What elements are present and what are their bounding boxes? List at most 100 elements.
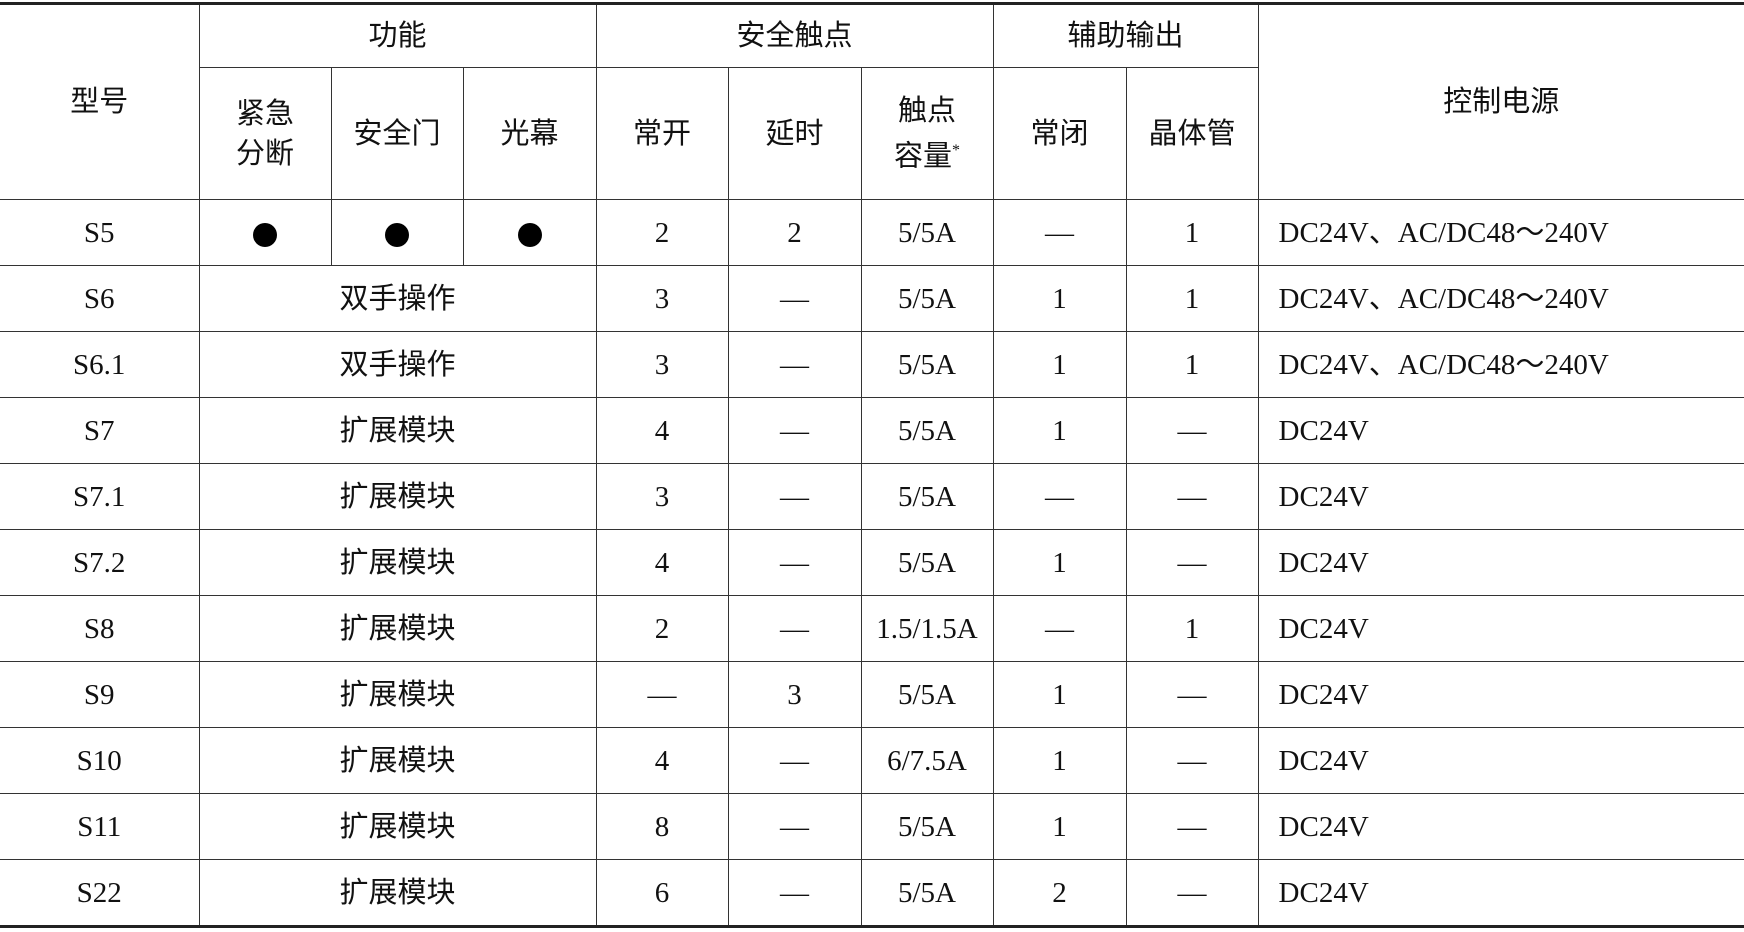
cell-delay: 3 (727, 661, 862, 728)
cell-control-power: DC24V、AC/DC48～240V (1257, 199, 1744, 266)
cell-model: S7.1 (0, 463, 200, 530)
table-row: S9 扩展模块 —3 5/5A 1— DC24V (0, 661, 1744, 728)
cell-function: 扩展模块 (198, 529, 597, 596)
cell-normally-open: 6 (595, 859, 729, 927)
table-row: S7.2 扩展模块 4—5/5A 1— DC24V (0, 529, 1744, 596)
table-row: S11 扩展模块 8—5/5A 1— DC24V (0, 793, 1744, 860)
cell-function-mark (198, 199, 332, 266)
header-safety-contacts: 安全触点 (595, 3, 994, 68)
header-control-power: 控制电源 (1257, 3, 1744, 200)
cell-transistor: 1 (1125, 265, 1259, 332)
cell-normally-closed: — (992, 199, 1127, 266)
table-body: S5 2 2 5/5A —1 DC24V、AC/DC48～240V S6 双手操作 3—5/5A… (0, 199, 1744, 927)
table-row: S22 扩展模块 6—5/5A 2— DC24V (0, 859, 1744, 927)
cell-normally-open: 3 (595, 265, 729, 332)
header-normally-closed: 常闭 (992, 67, 1127, 200)
cell-control-power: DC24V、AC/DC48～240V (1257, 331, 1744, 398)
header-transistor: 晶体管 (1125, 67, 1259, 200)
cell-normally-closed: 1 (992, 661, 1127, 728)
table-row: S7 扩展模块 4—5/5A 1— DC24V (0, 397, 1744, 464)
cell-model: S11 (0, 793, 200, 860)
header-delay: 延时 (727, 67, 862, 200)
cell-function: 扩展模块 (198, 661, 597, 728)
cell-normally-closed: 1 (992, 793, 1127, 860)
cell-contact-capacity: 5/5A (860, 199, 994, 266)
cell-function: 扩展模块 (198, 463, 597, 530)
cell-transistor: — (1125, 793, 1259, 860)
cell-function: 双手操作 (198, 331, 597, 398)
cell-function: 双手操作 (198, 265, 597, 332)
cell-model: S22 (0, 859, 200, 927)
cell-model: S10 (0, 727, 200, 794)
table-row: S8 扩展模块 2—1.5/1.5A —1 DC24V (0, 595, 1744, 662)
cell-contact-capacity: 6/7.5A (860, 727, 994, 794)
cell-contact-capacity: 5/5A (860, 265, 994, 332)
table-row: S5 2 2 5/5A —1 DC24V、AC/DC48～240V (0, 199, 1744, 266)
cell-normally-open: 4 (595, 529, 729, 596)
cell-control-power: DC24V (1257, 397, 1744, 464)
cell-normally-open: 4 (595, 727, 729, 794)
header-function: 功能 (198, 3, 597, 68)
cell-delay: — (727, 331, 862, 398)
header-model: 型号 (0, 3, 200, 200)
cell-model: S5 (0, 199, 200, 266)
cell-control-power: DC24V (1257, 727, 1744, 794)
cell-contact-capacity: 5/5A (860, 859, 994, 927)
cell-transistor: — (1125, 397, 1259, 464)
cell-function: 扩展模块 (198, 727, 597, 794)
table-row: S6 双手操作 3—5/5A 1 1 DC24V、AC/DC48～240V (0, 265, 1744, 332)
cell-contact-capacity: 5/5A (860, 397, 994, 464)
table-row: S7.1 扩展模块 3—5/5A — — DC24V (0, 463, 1744, 530)
filled-dot-icon (253, 222, 277, 247)
cell-delay: — (727, 793, 862, 860)
cell-function: 扩展模块 (198, 397, 597, 464)
cell-function: 扩展模块 (198, 595, 597, 662)
cell-transistor: — (1125, 859, 1259, 927)
cell-normally-open: 2 (595, 199, 729, 266)
cell-transistor: — (1125, 529, 1259, 596)
cell-model: S6.1 (0, 331, 200, 398)
cell-transistor: — (1125, 463, 1259, 530)
cell-model: S6 (0, 265, 200, 332)
cell-delay: — (727, 595, 862, 662)
cell-function: 扩展模块 (198, 793, 597, 860)
cell-delay: — (727, 397, 862, 464)
cell-control-power: DC24V (1257, 529, 1744, 596)
cell-normally-open: 3 (595, 463, 729, 530)
cell-transistor: 1 (1125, 199, 1259, 266)
cell-normally-open: 4 (595, 397, 729, 464)
cell-transistor: — (1125, 727, 1259, 794)
header-contact-capacity-label: 触点 容量 (894, 94, 957, 173)
header-aux-output: 辅助输出 (992, 3, 1259, 68)
cell-transistor: — (1125, 661, 1259, 728)
header-safety-door: 安全门 (330, 67, 464, 200)
cell-transistor: 1 (1125, 331, 1259, 398)
cell-contact-capacity: 5/5A (860, 529, 994, 596)
cell-contact-capacity: 5/5A (860, 793, 994, 860)
cell-delay: — (727, 265, 862, 332)
cell-normally-closed: 1 (992, 331, 1127, 398)
cell-delay: — (727, 529, 862, 596)
header-contact-capacity: 触点 容量* (860, 67, 994, 200)
cell-control-power: DC24V、AC/DC48～240V (1257, 265, 1744, 332)
cell-model: S7.2 (0, 529, 200, 596)
cell-contact-capacity: 5/5A (860, 331, 994, 398)
cell-normally-closed: 1 (992, 529, 1127, 596)
cell-delay: — (727, 463, 862, 530)
cell-transistor: 1 (1125, 595, 1259, 662)
header-emergency-stop: 紧急 分断 (199, 67, 332, 200)
cell-normally-open: 2 (595, 595, 729, 662)
filled-dot-icon (517, 222, 542, 247)
header-light-curtain: 光幕 (462, 67, 597, 200)
cell-normally-open: 3 (595, 331, 729, 398)
cell-delay: — (727, 859, 862, 927)
cell-normally-closed: 2 (992, 859, 1127, 927)
cell-normally-closed: 1 (992, 265, 1127, 332)
cell-control-power: DC24V (1257, 595, 1744, 662)
cell-control-power: DC24V (1257, 463, 1744, 530)
cell-function: 扩展模块 (198, 859, 597, 927)
cell-model: S7 (0, 397, 200, 464)
cell-model: S8 (0, 595, 200, 662)
table-row: S6.1 双手操作 3—5/5A 1 1 DC24V、AC/DC48～240V (0, 331, 1744, 398)
